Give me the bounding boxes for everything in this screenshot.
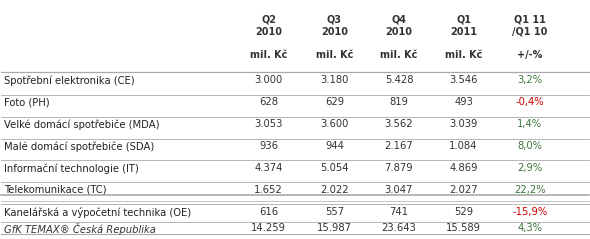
Text: 2.022: 2.022 [320,185,349,195]
Text: mil. Kč: mil. Kč [250,50,287,60]
Text: 23.643: 23.643 [382,223,417,233]
Text: 7.879: 7.879 [385,163,413,173]
Text: 529: 529 [454,207,473,217]
Text: mil. Kč: mil. Kč [380,50,418,60]
Text: Kanelářská a výpočetní technika (OE): Kanelářská a výpočetní technika (OE) [4,207,191,218]
Text: 3.180: 3.180 [320,76,349,86]
Text: 629: 629 [324,97,344,107]
Text: 557: 557 [324,207,344,217]
Text: Telekomunikace (TC): Telekomunikace (TC) [4,185,107,195]
Text: Q3
2010: Q3 2010 [321,14,348,37]
Text: 3.600: 3.600 [320,119,349,129]
Text: 2,9%: 2,9% [517,163,543,173]
Text: 4,3%: 4,3% [517,223,542,233]
Text: Foto (PH): Foto (PH) [4,97,50,107]
Text: 3.047: 3.047 [385,185,413,195]
Text: 944: 944 [325,141,344,151]
Text: mil. Kč: mil. Kč [316,50,353,60]
Text: 3.000: 3.000 [254,76,283,86]
Text: 3,2%: 3,2% [517,76,542,86]
Text: 5.428: 5.428 [385,76,413,86]
Text: 1.652: 1.652 [254,185,283,195]
Text: Malé domácí spotřebiče (SDA): Malé domácí spotřebiče (SDA) [4,141,155,152]
Text: 22,2%: 22,2% [514,185,546,195]
Text: 493: 493 [454,97,473,107]
Text: Informační technologie (IT): Informační technologie (IT) [4,163,139,174]
Text: 8,0%: 8,0% [517,141,542,151]
Text: 15.589: 15.589 [446,223,481,233]
Text: 4.374: 4.374 [254,163,283,173]
Text: 2.167: 2.167 [385,141,414,151]
Text: 1,4%: 1,4% [517,119,542,129]
Text: +/-%: +/-% [517,50,543,60]
Text: -15,9%: -15,9% [512,207,548,217]
Text: 4.869: 4.869 [449,163,478,173]
Text: 616: 616 [259,207,278,217]
Text: Velké domácí spotřebiče (MDA): Velké domácí spotřebiče (MDA) [4,119,160,130]
Text: 819: 819 [389,97,408,107]
Text: GfK TEMAX® Česká Republika: GfK TEMAX® Česká Republika [4,223,156,234]
Text: Q1 11
/Q1 10: Q1 11 /Q1 10 [512,14,548,37]
Text: 3.546: 3.546 [449,76,478,86]
Text: 15.987: 15.987 [317,223,352,233]
Text: mil. Kč: mil. Kč [445,50,482,60]
Text: 2.027: 2.027 [449,185,478,195]
Text: 936: 936 [259,141,278,151]
Text: Spotřební elektronika (CE): Spotřební elektronika (CE) [4,76,135,86]
Text: 628: 628 [259,97,278,107]
Text: Q1
2011: Q1 2011 [450,14,477,37]
Text: 14.259: 14.259 [251,223,286,233]
Text: Q4
2010: Q4 2010 [385,14,412,37]
Text: Q2
2010: Q2 2010 [255,14,282,37]
Text: 3.039: 3.039 [450,119,478,129]
Text: 3.562: 3.562 [385,119,413,129]
Text: 3.053: 3.053 [254,119,283,129]
Text: 741: 741 [389,207,408,217]
Text: 1.084: 1.084 [450,141,478,151]
Text: 5.054: 5.054 [320,163,349,173]
Text: -0,4%: -0,4% [516,97,544,107]
